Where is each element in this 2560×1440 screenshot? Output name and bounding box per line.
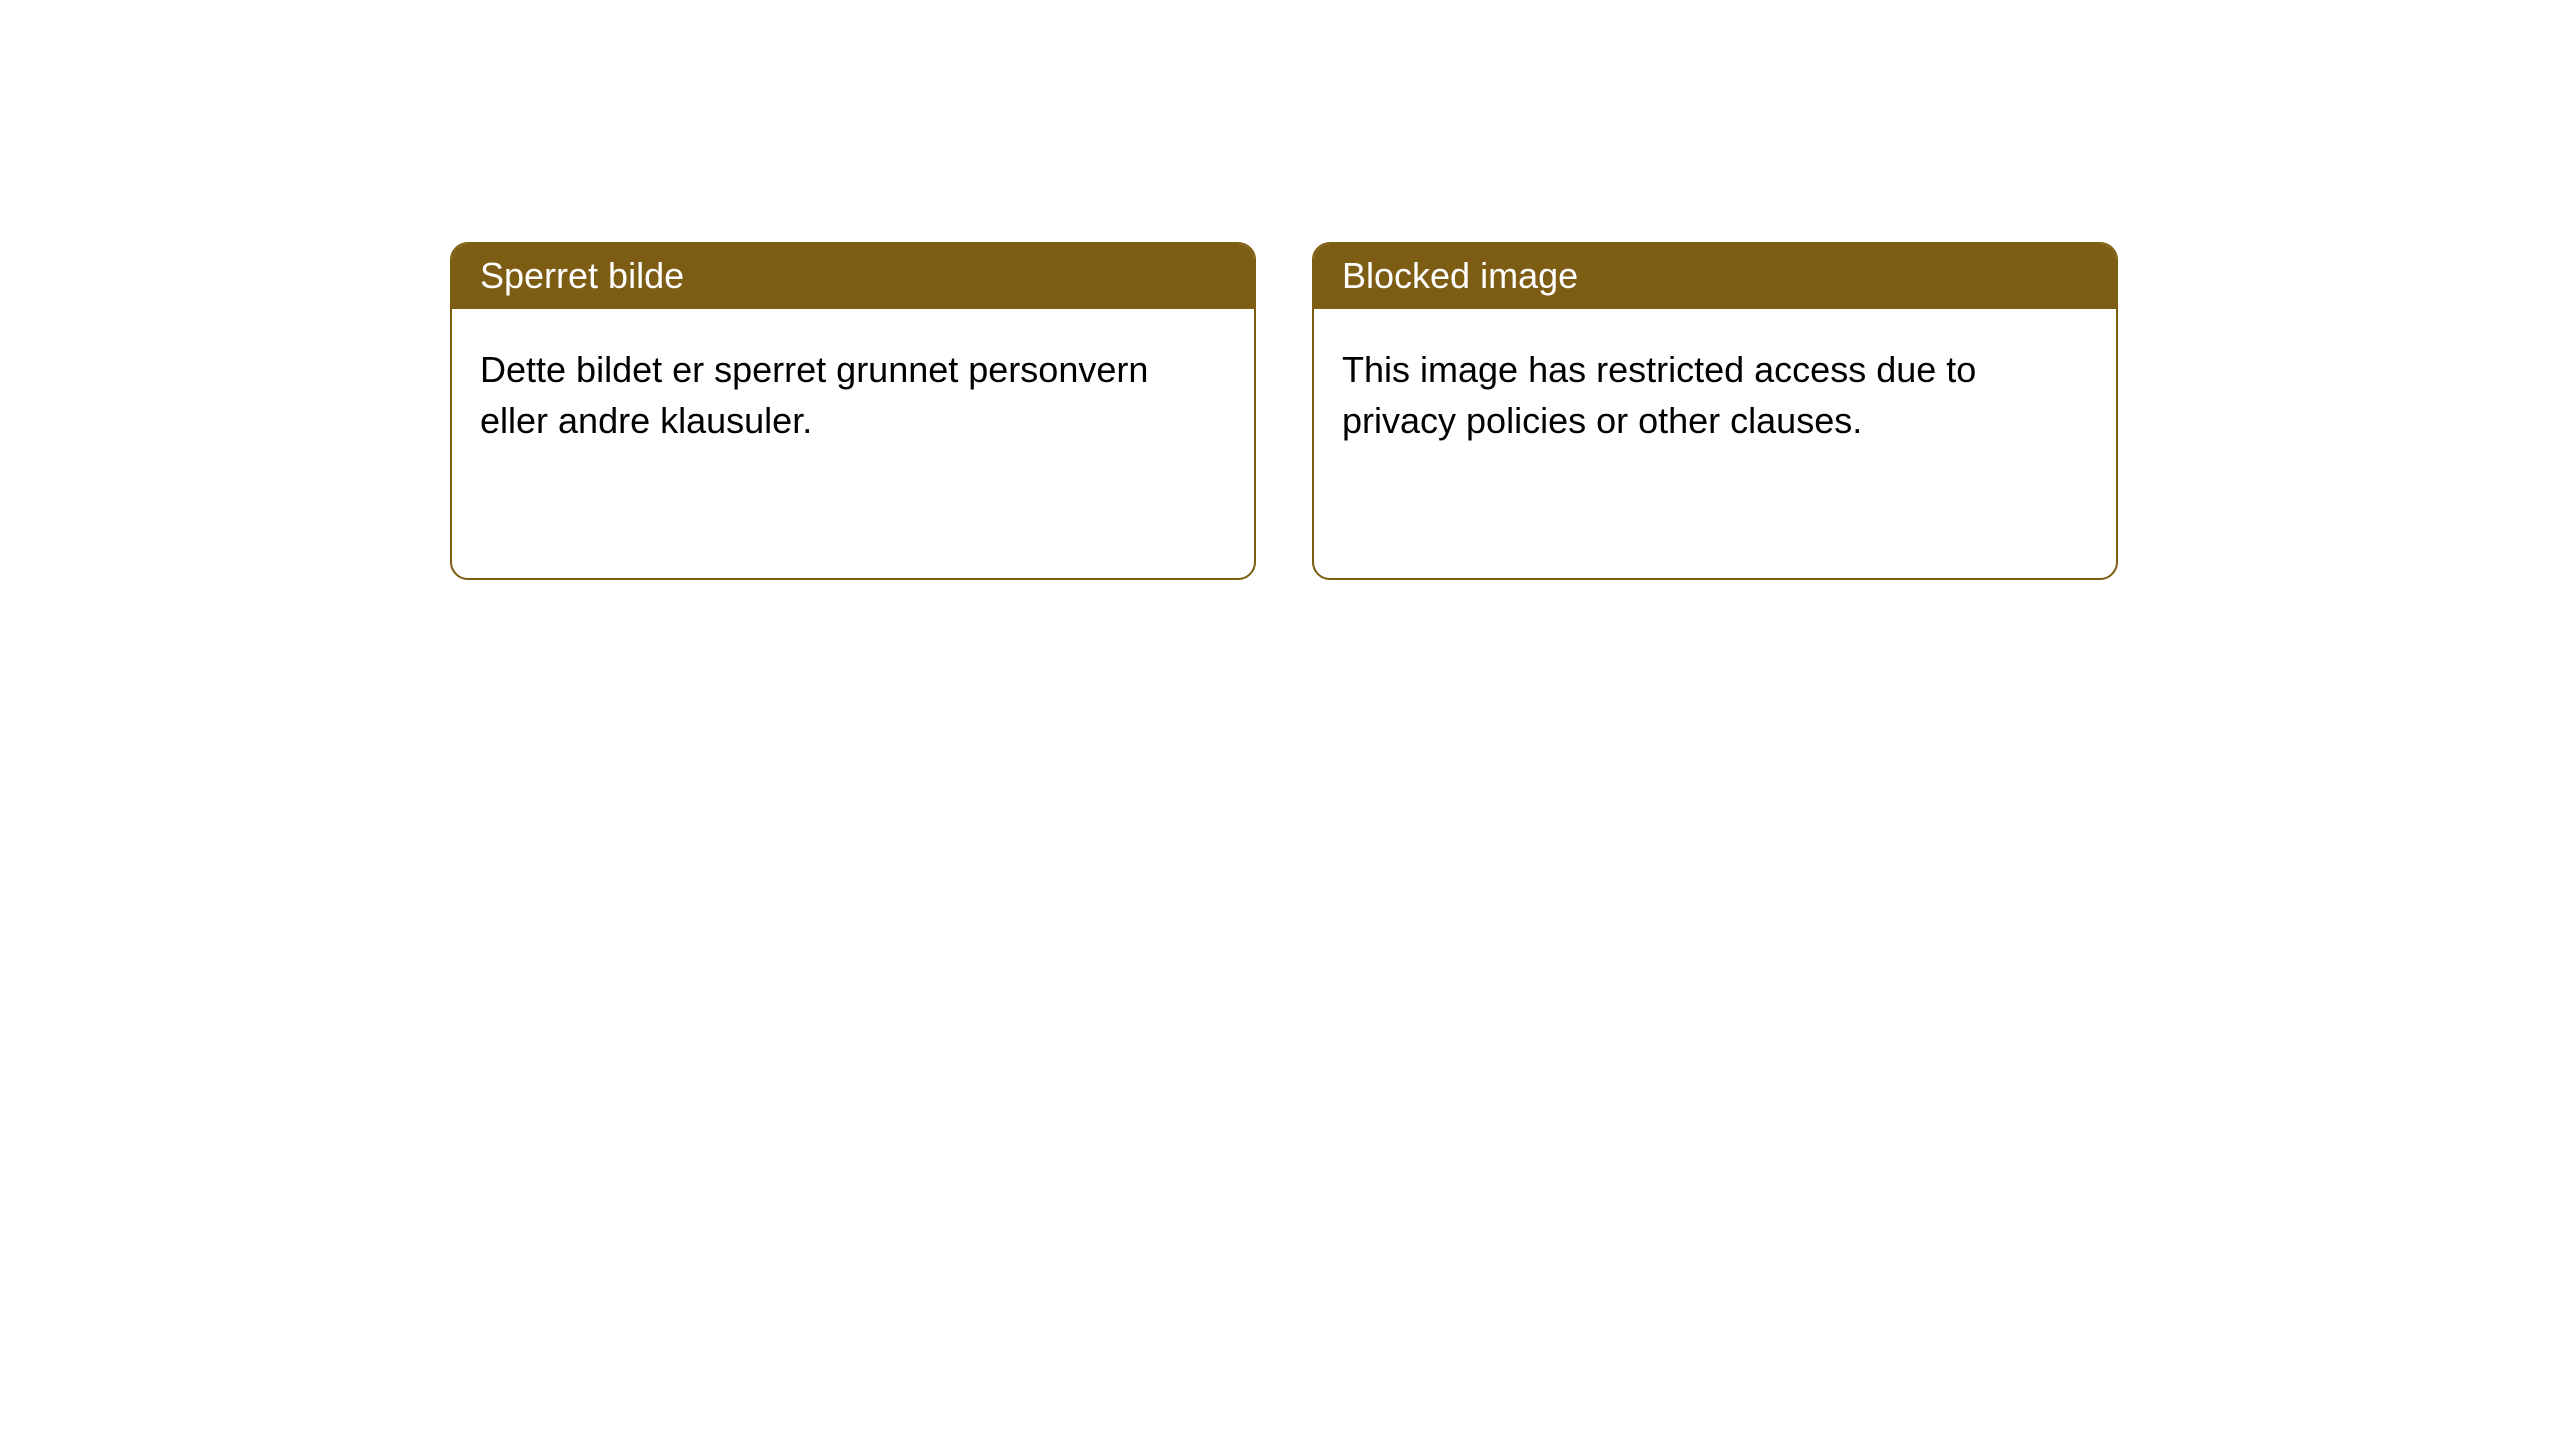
notice-title: Sperret bilde <box>452 244 1254 309</box>
notice-box-norwegian: Sperret bilde Dette bildet er sperret gr… <box>450 242 1256 580</box>
notice-container: Sperret bilde Dette bildet er sperret gr… <box>0 0 2560 580</box>
notice-body: This image has restricted access due to … <box>1314 309 2116 482</box>
notice-box-english: Blocked image This image has restricted … <box>1312 242 2118 580</box>
notice-title: Blocked image <box>1314 244 2116 309</box>
notice-body: Dette bildet er sperret grunnet personve… <box>452 309 1254 482</box>
